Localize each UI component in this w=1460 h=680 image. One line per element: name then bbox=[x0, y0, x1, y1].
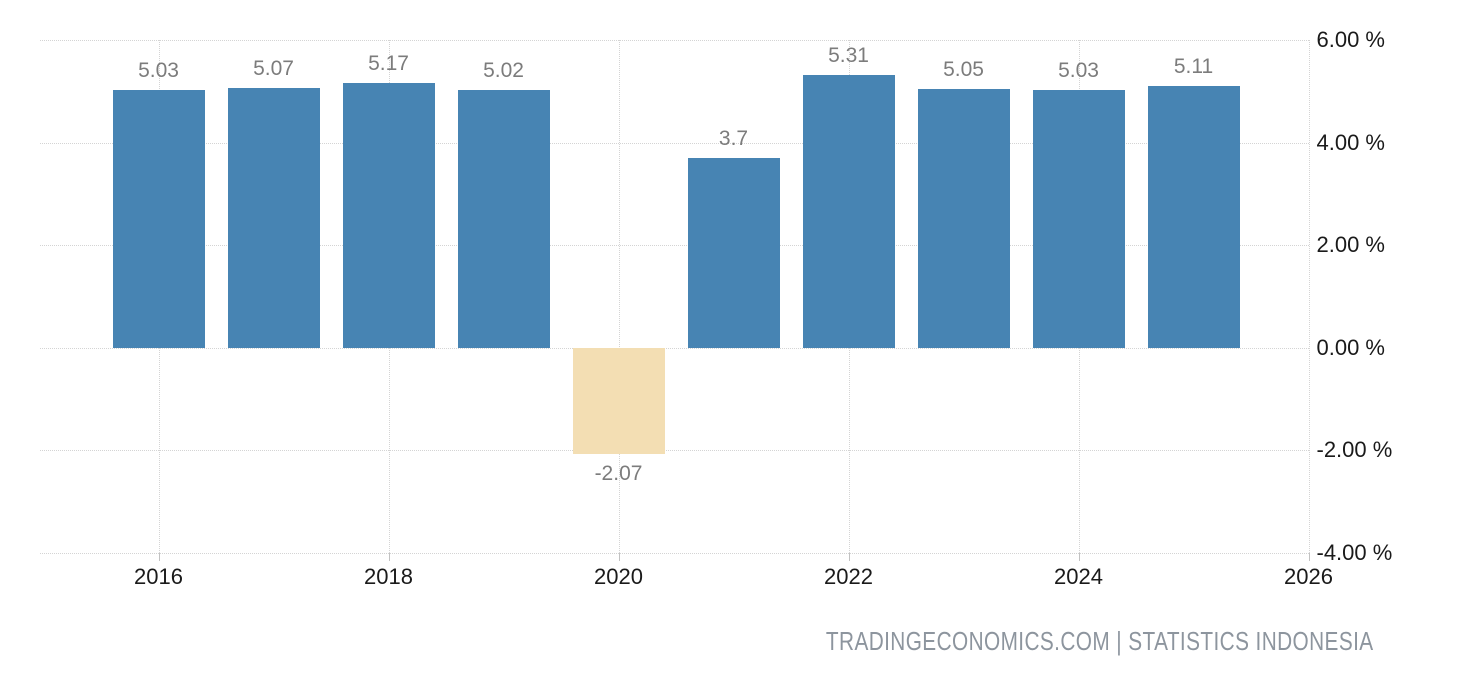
x-axis-tick bbox=[1308, 553, 1310, 561]
bar-2023 bbox=[917, 88, 1010, 348]
bar-2016 bbox=[112, 89, 205, 348]
bar-value-label: 3.7 bbox=[718, 127, 749, 150]
y-axis-label: 2.00 % bbox=[1316, 232, 1386, 258]
bar-value-label: 5.07 bbox=[253, 56, 294, 80]
bar-value-label: 5.31 bbox=[828, 44, 869, 68]
bar-value-label: 5.05 bbox=[943, 57, 984, 81]
x-axis-label: 2016 bbox=[134, 564, 183, 589]
bar-2020 bbox=[572, 347, 665, 454]
bar-2024 bbox=[1032, 89, 1125, 348]
bar-value-label: 5.11 bbox=[1173, 54, 1214, 78]
y-axis-label: -4.00 % bbox=[1316, 540, 1393, 565]
horizontal-gridline bbox=[40, 40, 1309, 41]
x-axis-tick bbox=[848, 553, 850, 561]
vertical-gridline bbox=[618, 40, 620, 553]
x-axis-label: 2018 bbox=[364, 564, 413, 589]
horizontal-gridline bbox=[40, 245, 1309, 247]
bar-value-label: 5.02 bbox=[483, 59, 524, 83]
x-axis-label: 2024 bbox=[1054, 564, 1103, 589]
y-axis-label: 0.00 % bbox=[1316, 334, 1386, 360]
bar-2022 bbox=[802, 75, 895, 348]
y-axis-label: 6.00 % bbox=[1316, 27, 1386, 52]
horizontal-gridline bbox=[40, 347, 1309, 349]
bar-2025 bbox=[1147, 85, 1240, 348]
horizontal-gridline bbox=[40, 450, 1309, 452]
x-axis-tick bbox=[388, 553, 390, 561]
bar-value-label: 5.03 bbox=[138, 58, 179, 82]
x-axis-tick bbox=[1078, 553, 1080, 561]
vertical-gridline bbox=[1308, 40, 1310, 553]
chart-attribution: TRADINGECONOMICS.COM | STATISTICS INDONE… bbox=[826, 626, 1374, 656]
bar-value-label: -2.07 bbox=[594, 462, 643, 485]
bar-2017 bbox=[227, 87, 320, 348]
x-axis-label: 2026 bbox=[1284, 564, 1333, 589]
horizontal-gridline bbox=[40, 553, 1309, 554]
bar-2018 bbox=[342, 82, 435, 348]
x-axis-tick bbox=[618, 553, 620, 561]
horizontal-gridline bbox=[40, 142, 1309, 144]
x-axis-label: 2020 bbox=[594, 564, 643, 589]
bar-2021 bbox=[687, 158, 780, 348]
y-axis-label: 4.00 % bbox=[1316, 129, 1386, 155]
y-axis-label: -2.00 % bbox=[1316, 437, 1393, 463]
bar-2019 bbox=[457, 90, 550, 348]
x-axis-tick bbox=[158, 553, 160, 561]
bar-value-label: 5.03 bbox=[1058, 58, 1099, 82]
bar-value-label: 5.17 bbox=[368, 51, 409, 75]
x-axis-label: 2022 bbox=[824, 564, 873, 589]
